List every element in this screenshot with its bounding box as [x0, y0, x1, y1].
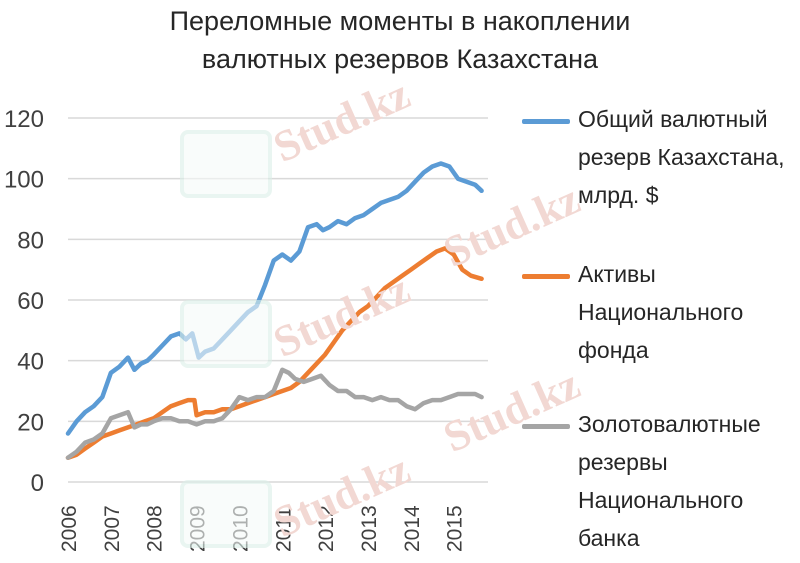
- x-tick-label: 2006: [58, 505, 81, 552]
- y-tick-label: 40: [17, 349, 44, 376]
- series-line-2: [65, 367, 484, 460]
- x-tick-label: 2012: [315, 505, 338, 552]
- watermark-logo-icon: [180, 300, 272, 368]
- gridlines: [68, 117, 488, 483]
- series-line-1: [65, 246, 484, 460]
- x-tick-label: 2008: [144, 505, 167, 552]
- x-tick-label: 2014: [401, 505, 424, 552]
- series-line-0: [65, 161, 484, 436]
- y-axis-ticks: 0 20 40 60 80 100 120: [4, 106, 44, 497]
- chart-title: Переломные моменты в накоплении валютных…: [0, 2, 800, 78]
- chart-title-line-2: валютных резервов Казахстана: [201, 44, 599, 74]
- y-tick-label: 120: [4, 106, 44, 133]
- y-tick-label: 0: [31, 470, 44, 497]
- legend-label: Общий валютный резерв Казахстана, млрд. …: [578, 106, 785, 208]
- legend-label: Активы Национального фонда: [578, 261, 744, 363]
- legend-swatch-blue: [522, 119, 570, 124]
- x-tick-label: 2013: [358, 505, 381, 552]
- y-tick-label: 80: [17, 227, 44, 254]
- series-lines: [65, 161, 484, 460]
- y-tick-label: 20: [17, 409, 44, 436]
- watermark-logo-icon: [180, 130, 272, 198]
- legend-swatch-gray: [522, 424, 570, 429]
- x-tick-label: 2015: [444, 505, 467, 552]
- x-tick-label: 2007: [101, 505, 124, 552]
- legend-swatch-orange: [522, 274, 570, 279]
- legend-label: Золотовалютные резервы Национального бан…: [578, 411, 761, 551]
- chart-title-line-1: Переломные моменты в накоплении: [169, 6, 631, 36]
- y-tick-label: 100: [4, 167, 44, 194]
- x-tick-label: 2011: [272, 507, 295, 552]
- watermark-logo-icon: [180, 480, 272, 548]
- y-tick-label: 60: [17, 288, 44, 315]
